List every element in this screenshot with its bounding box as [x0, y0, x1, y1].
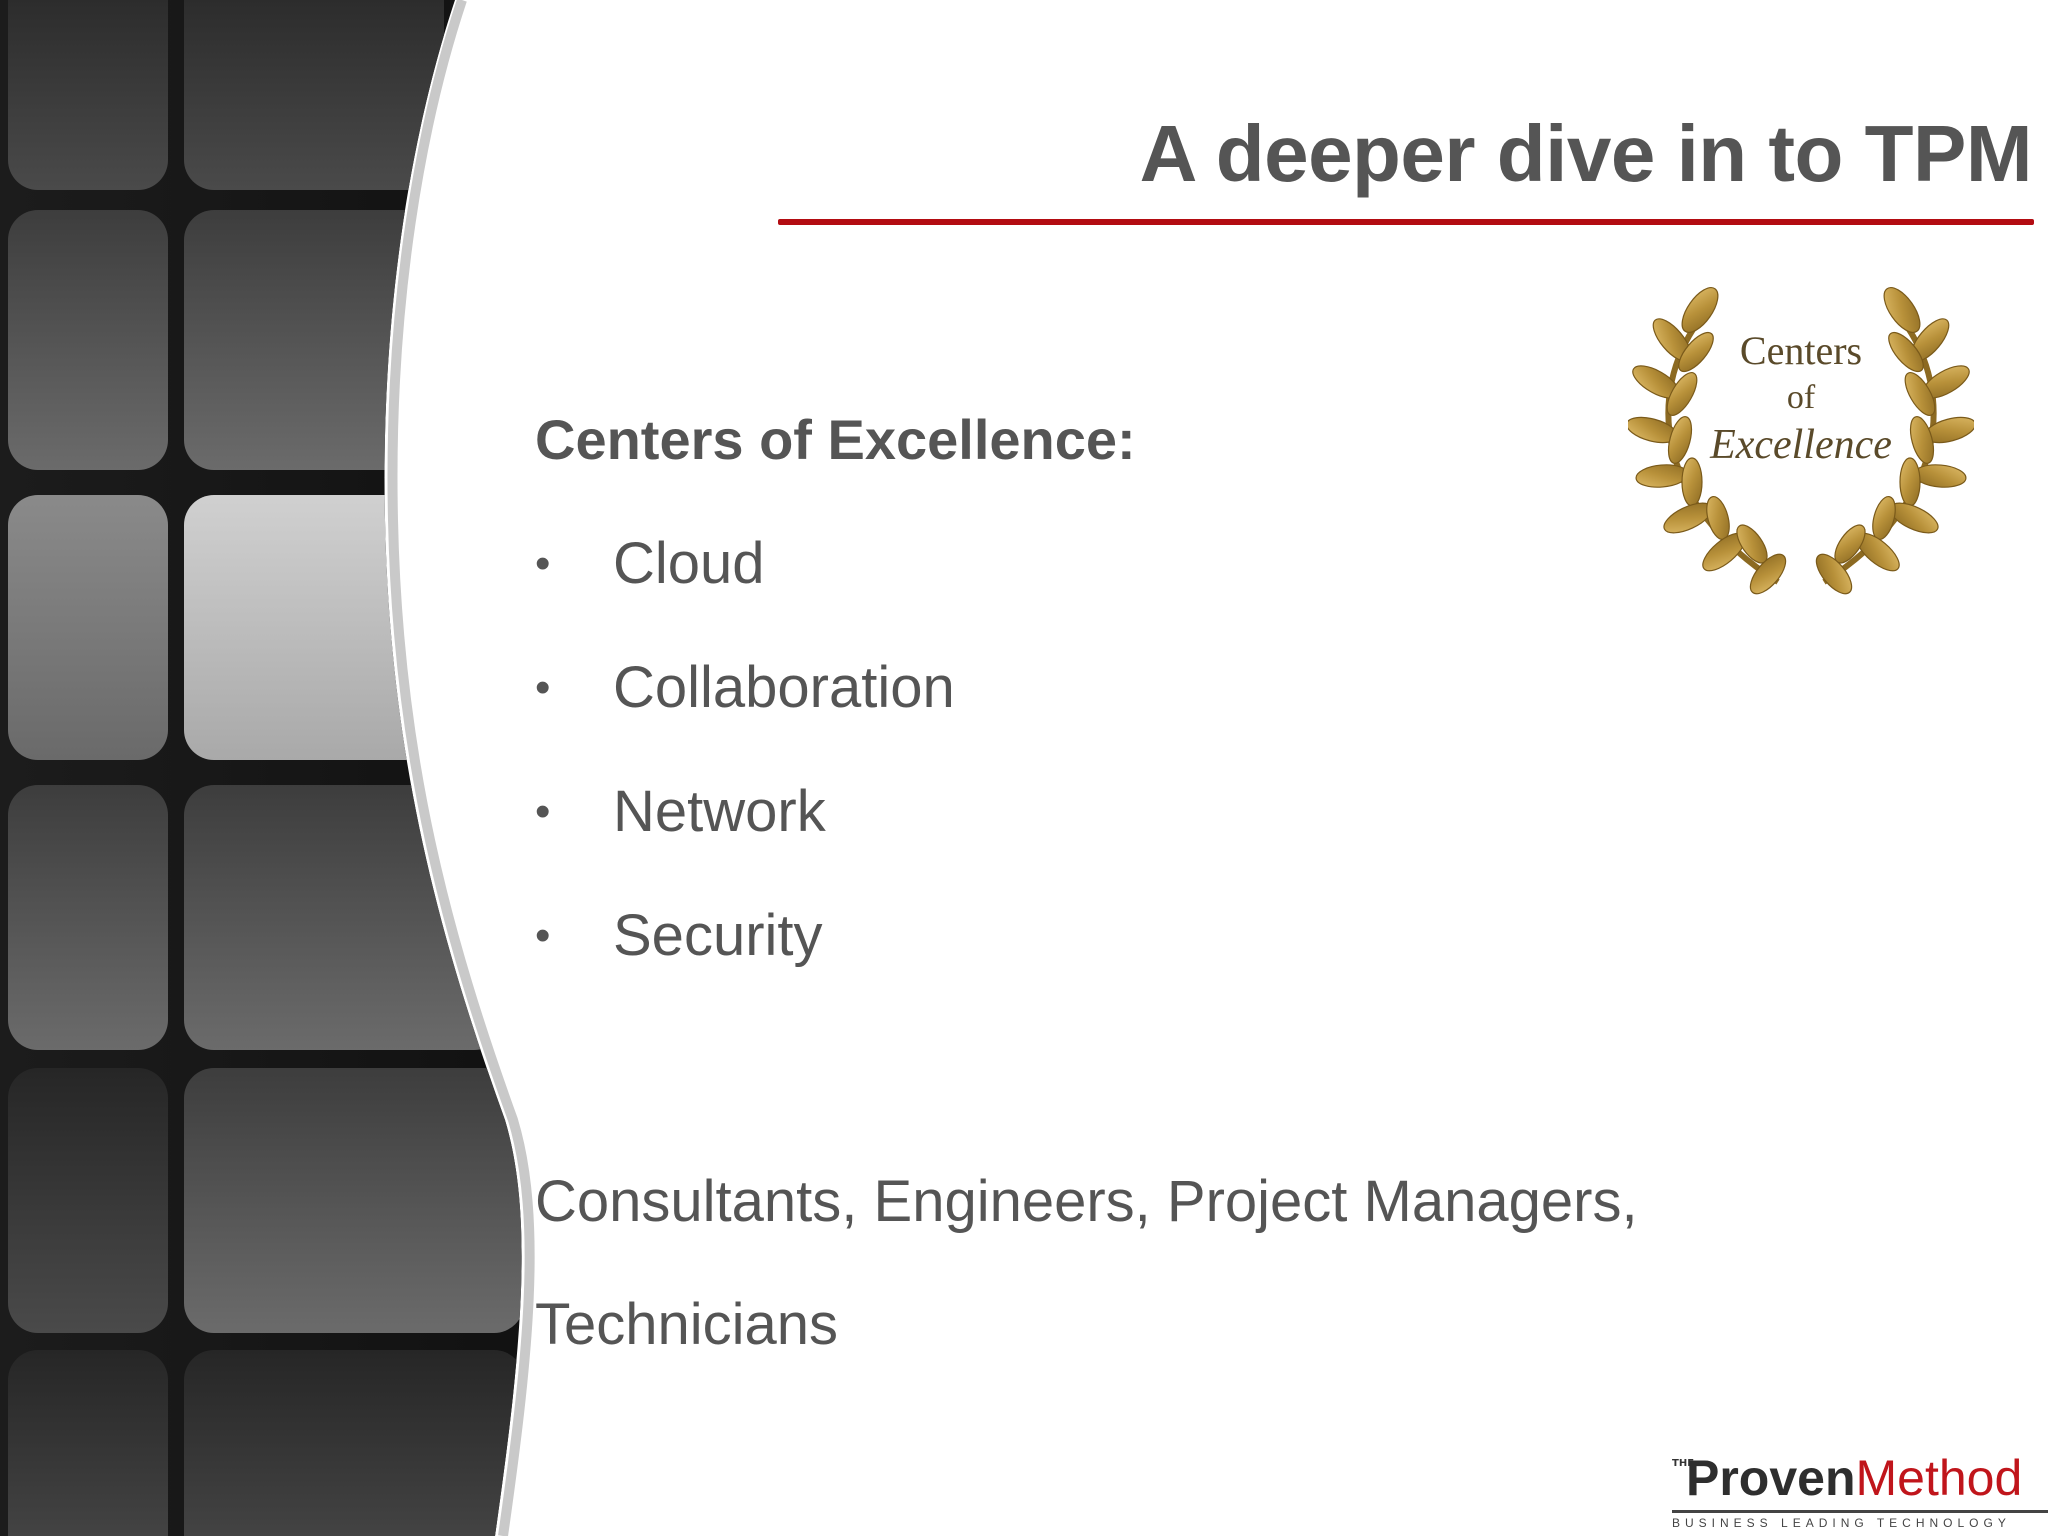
list-item-label: Network: [613, 779, 826, 844]
list-item-label: Security: [613, 903, 823, 968]
company-logo: THE ProvenMethod BUSINESS LEADING TECHNO…: [1672, 1448, 2048, 1532]
roles-line-2: Technicians: [535, 1292, 839, 1357]
roles-text: Consultants, Engineers, Project Managers…: [535, 1140, 1835, 1386]
laurel-wreath-icon: Centers of Excellence: [1628, 287, 1974, 595]
bullet-list: • Cloud • Collaboration • Network • Secu…: [535, 526, 1136, 1022]
list-item: • Cloud: [535, 526, 1136, 650]
slide-title: A deeper dive in to TPM: [1139, 109, 2033, 198]
list-item-label: Collaboration: [613, 655, 955, 720]
bullet-icon: •: [535, 663, 551, 712]
logo-tagline: BUSINESS LEADING TECHNOLOGY: [1672, 1510, 2048, 1530]
decorative-tile-panel: [0, 0, 535, 1536]
emblem-line-3: Excellence: [1709, 422, 1892, 468]
content-block: Centers of Excellence: • Cloud • Collabo…: [535, 402, 1136, 1022]
logo-word-proven: Proven: [1686, 1450, 1856, 1506]
section-heading: Centers of Excellence:: [535, 408, 1136, 471]
list-item-label: Cloud: [613, 531, 765, 596]
emblem-line-1: Centers: [1740, 328, 1862, 373]
title-underline: [778, 219, 2034, 225]
logo-wordmark: ProvenMethod: [1686, 1448, 2022, 1508]
bullet-icon: •: [535, 911, 551, 960]
emblem-line-2: of: [1787, 379, 1816, 416]
logo-word-method: Method: [1855, 1450, 2023, 1506]
list-item: • Network: [535, 774, 1136, 898]
bullet-icon: •: [535, 539, 551, 588]
logo-prefix: THE: [1672, 1458, 1695, 1469]
roles-line-1: Consultants, Engineers, Project Managers…: [535, 1169, 1638, 1234]
bullet-icon: •: [535, 787, 551, 836]
list-item: • Security: [535, 898, 1136, 1022]
list-item: • Collaboration: [535, 650, 1136, 774]
